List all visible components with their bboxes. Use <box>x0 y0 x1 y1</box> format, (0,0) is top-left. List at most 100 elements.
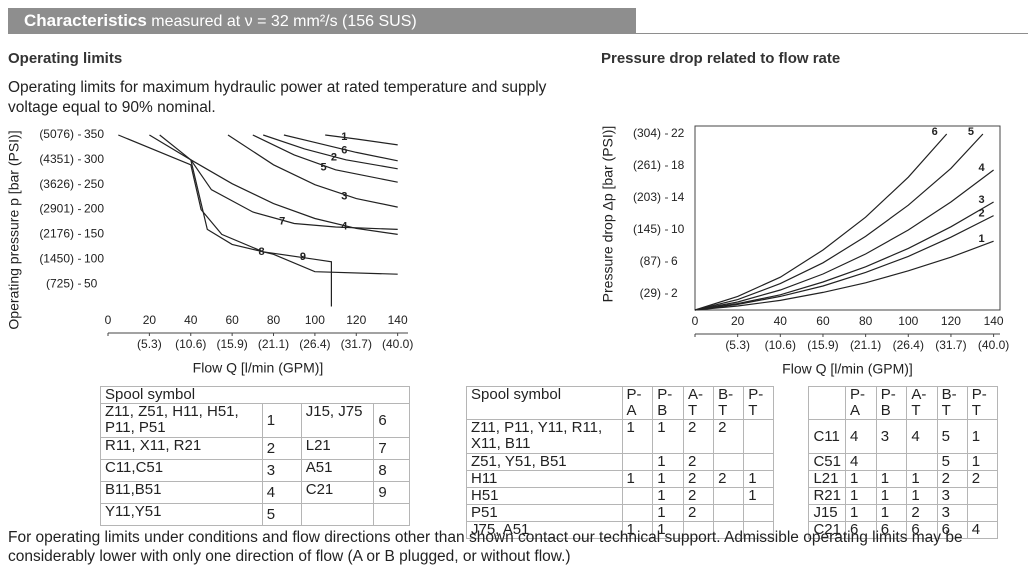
header-subtitle: measured at ν = 32 mm²/s (156 SUS) <box>151 13 417 30</box>
table-cell: 2 <box>966 470 999 488</box>
header-rule <box>636 33 1028 34</box>
y-tick-label: 250 <box>84 177 104 191</box>
table-cell: 2 <box>682 470 715 488</box>
x-tick-label: 140 <box>984 314 1004 328</box>
y-tick-secondary-label: (4351) <box>39 152 74 166</box>
x-tick-label: 20 <box>731 314 745 328</box>
table-gap <box>774 387 809 420</box>
table-cell: 3 <box>936 487 968 505</box>
y-tick-secondary-label: (2176) <box>39 227 74 241</box>
table-cell: J15 <box>808 504 846 522</box>
curve <box>694 169 994 311</box>
x-tick-label: 100 <box>898 314 918 328</box>
table-cell <box>743 453 775 471</box>
x-tick-secondary-label: (21.1) <box>850 338 881 352</box>
table-cell: 2 <box>936 470 968 488</box>
table-cell <box>300 503 375 526</box>
table-cell: Y11,Y51 <box>100 503 263 526</box>
table-cell: 1 <box>743 487 775 505</box>
y-tick-secondary-label: (725) <box>46 276 74 290</box>
x-tick-secondary-label: (21.1) <box>258 337 289 351</box>
table-header: B-T <box>713 386 745 420</box>
x-tick-secondary-label: (5.3) <box>725 338 750 352</box>
table-row: Spool symbol <box>100 386 410 404</box>
table-cell: H51 <box>466 487 623 505</box>
table-cell <box>621 487 654 505</box>
y-tick-secondary-label: (145) <box>633 222 661 236</box>
x-tick-label: 60 <box>225 313 239 327</box>
x-tick-label: 80 <box>267 313 281 327</box>
curve <box>325 134 398 146</box>
table-cell: 1 <box>966 419 999 454</box>
table-header: Spool symbol <box>100 386 410 404</box>
table-cell: 1 <box>652 487 684 505</box>
y-tick-label: 2 <box>671 286 678 300</box>
x-tick-secondary-label: (5.3) <box>137 337 162 351</box>
spool-table-b: Spool symbol P-A P-B A-T B-T P-T P-A P-B A-T B-T P… <box>466 386 999 539</box>
table-cell: 3 <box>875 419 908 454</box>
table-cell: C11,C51 <box>100 459 263 482</box>
curve <box>694 133 984 311</box>
curve-label: 6 <box>932 126 938 138</box>
table-header: Spool symbol <box>466 386 623 420</box>
table-cell: 6 <box>936 521 968 539</box>
y-tick-label: 14 <box>671 190 685 204</box>
curve-label: 2 <box>979 208 985 220</box>
y-tick-secondary-label: (304) <box>633 126 661 140</box>
y-tick-label: 6 <box>671 254 678 268</box>
table-cell: 2 <box>682 504 715 522</box>
table-cell: C21 <box>300 481 375 504</box>
curve <box>118 134 332 307</box>
x-tick-label: 100 <box>305 313 325 327</box>
table-cell: 4 <box>906 419 938 454</box>
y-tick-secondary-label: (87) <box>640 254 661 268</box>
table-cell: 2 <box>261 437 302 460</box>
table-cell <box>713 504 745 522</box>
table-cell: Z11, Z51, H11, H51, P11, P51 <box>100 403 263 438</box>
y-tick-secondary-label: (261) <box>633 158 661 172</box>
table-cell: 6 <box>373 403 410 438</box>
x-tick-label: 120 <box>346 313 366 327</box>
table-row: Z11, Z51, H11, H51, P11, P51 1 J15, J75 6 <box>100 403 410 438</box>
curve-label: 1 <box>979 233 985 245</box>
x-tick-secondary-label: (15.9) <box>216 337 247 351</box>
table-cell: C21 <box>808 521 846 539</box>
table-header: P-B <box>652 386 684 420</box>
chart-title: Pressure drop related to flow rate <box>601 50 841 67</box>
chart-title: Operating limits <box>8 50 123 67</box>
table-cell: 1 <box>844 470 877 488</box>
charts: 50(725)100(1450)150(2176)200(2901)250(36… <box>6 125 1009 377</box>
table-cell: P51 <box>466 504 623 522</box>
curve <box>694 215 994 311</box>
table-cell: 1 <box>966 453 999 471</box>
table-cell: 6 <box>906 521 938 539</box>
table-row: H11 1 1 2 2 1 L21 1 1 1 2 2 <box>466 470 999 488</box>
y-tick-secondary-label: (2901) <box>39 202 74 216</box>
x-tick-label: 20 <box>143 313 157 327</box>
curve-label: 4 <box>341 220 348 232</box>
table-gap <box>774 420 809 454</box>
curve <box>227 134 398 208</box>
table-row: Z11, P11, Y11, R11, X11, B11 1 1 2 2 C11 4 3 4 5 1 <box>466 419 999 454</box>
table-header: P-A <box>844 386 877 420</box>
header-title: Characteristics <box>24 11 147 30</box>
table-cell: R21 <box>808 487 846 505</box>
table-cell: J15, J75 <box>300 403 375 438</box>
x-tick-secondary-label: (10.6) <box>175 337 206 351</box>
table-cell <box>875 453 908 471</box>
curve-label: 3 <box>979 194 985 206</box>
table-cell <box>713 453 745 471</box>
y-tick-label: 150 <box>84 227 104 241</box>
table-header: B-T <box>936 386 968 420</box>
table-cell: 1 <box>261 403 302 438</box>
table-cell: A51 <box>300 459 375 482</box>
curve-label: 6 <box>341 144 347 156</box>
y-tick-secondary-label: (29) <box>640 286 661 300</box>
x-tick-label: 40 <box>774 314 788 328</box>
x-tick-secondary-label: (26.4) <box>299 337 330 351</box>
table-cell: R11, X11, R21 <box>100 437 263 460</box>
table-cell: 1 <box>875 504 908 522</box>
table-header: A-T <box>906 386 938 420</box>
table-cell: 1 <box>875 487 908 505</box>
